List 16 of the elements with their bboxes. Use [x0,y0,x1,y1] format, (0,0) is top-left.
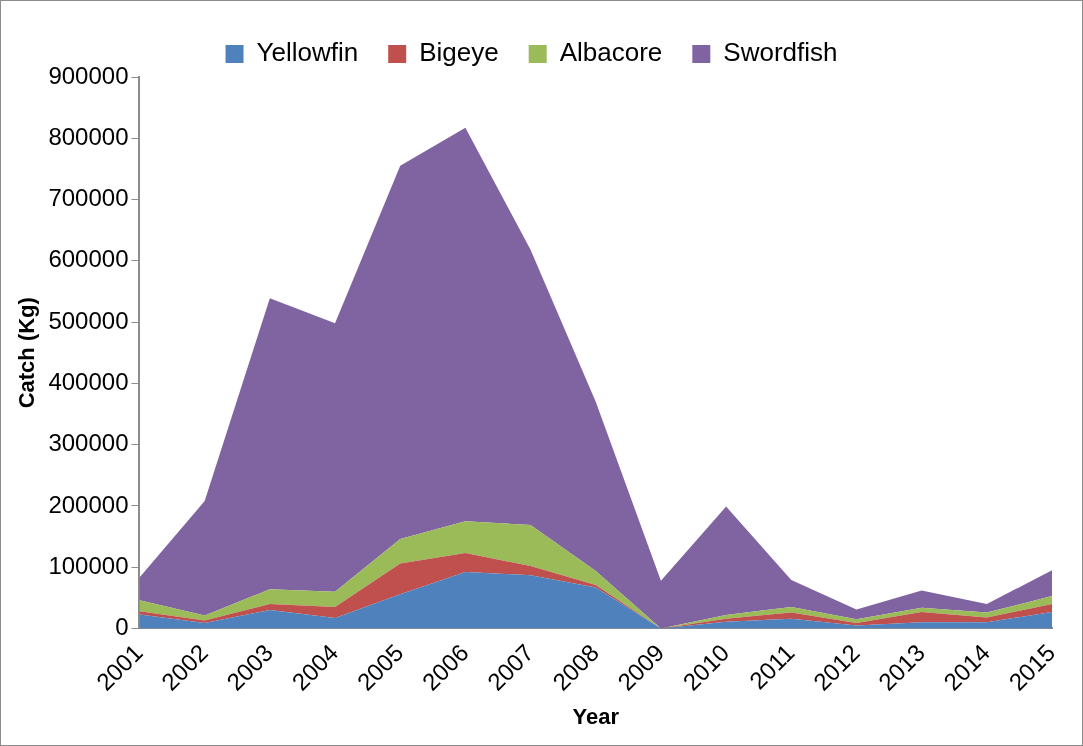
y-tick-label: 900000 [48,61,129,89]
y-tick-label: 500000 [48,306,129,334]
legend-label: Yellowfin [256,37,359,68]
y-tick-label: 600000 [48,245,129,273]
y-tick-label: 100000 [48,551,129,579]
legend-label: Swordfish [723,37,838,68]
legend-label: Bigeye [419,37,499,68]
y-tick-label: 200000 [48,490,129,518]
y-tick-label: 700000 [48,184,129,212]
y-tick-label: 400000 [48,368,129,395]
y-axis-title: Catch (Kg) [14,297,40,409]
y-tick-label: 0 [115,613,129,641]
y-tick-label: 300000 [48,429,129,457]
x-axis-title: Year [572,703,620,729]
y-tick-label: 800000 [48,122,129,150]
legend-label: Albacore [559,37,663,68]
